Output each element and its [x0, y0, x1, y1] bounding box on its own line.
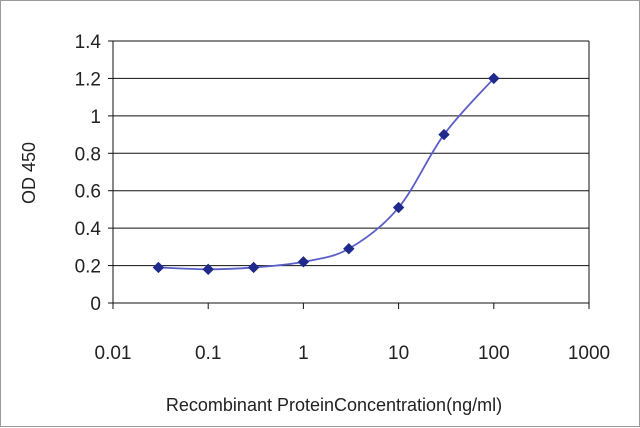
x-tick-label-0: 0.01 [95, 343, 132, 364]
y-tick-label-2: 0.4 [75, 219, 102, 240]
data-point-6 [438, 128, 450, 141]
axes [108, 40, 590, 309]
y-tick-label-5: 1 [90, 107, 101, 128]
data-point-1 [202, 263, 214, 276]
data-points [152, 72, 500, 276]
data-point-4 [343, 243, 355, 255]
data-point-3 [297, 256, 310, 268]
x-tick-label-2: 1 [298, 343, 309, 364]
y-axis-title: OD 450 [19, 142, 39, 204]
y-tick-label-6: 1.2 [75, 69, 101, 90]
data-point-5 [392, 201, 405, 214]
y-tick-label-4: 0.8 [75, 144, 101, 165]
y-tick-label-0: 0 [90, 294, 101, 315]
data-point-7 [488, 72, 500, 85]
data-point-2 [247, 261, 260, 274]
y-tick-label-1: 0.2 [75, 257, 101, 278]
y-tick-label-7: 1.4 [75, 32, 102, 53]
x-axis-title: Recombinant ProteinConcentration(ng/ml) [166, 395, 502, 415]
x-tick-label-1: 0.1 [195, 343, 221, 364]
x-tick-label-3: 10 [388, 343, 409, 364]
x-tick-label-4: 100 [478, 343, 510, 364]
gridlines [113, 40, 589, 267]
x-tick-labels: 0.01 0.1 1 10 100 1000 [95, 343, 611, 364]
y-tick-labels: 0 0.2 0.4 0.6 0.8 1 1.2 1.4 [75, 32, 102, 315]
y-tick-label-3: 0.6 [75, 182, 101, 203]
series-line [158, 77, 495, 271]
data-point-0 [152, 261, 165, 274]
series-line-0 [158, 77, 495, 271]
x-tick-label-5: 1000 [568, 343, 610, 364]
